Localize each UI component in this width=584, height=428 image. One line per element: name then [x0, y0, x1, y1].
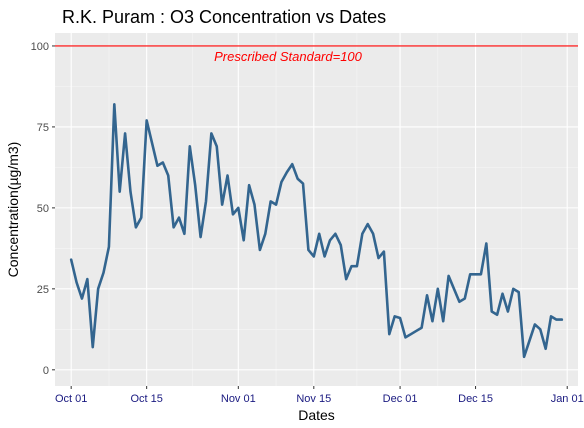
x-tick-label: Jan 01: [551, 393, 584, 405]
y-tick-label: 25: [37, 284, 49, 296]
y-tick-label: 75: [37, 122, 49, 134]
x-tick-label: Dec 15: [458, 393, 493, 405]
prescribed-standard-label: Prescribed Standard=100: [214, 49, 363, 64]
y-tick-label: 100: [31, 41, 49, 53]
chart-title: R.K. Puram : O3 Concentration vs Dates: [62, 7, 386, 27]
x-tick-label: Nov 01: [221, 393, 256, 405]
x-tick-label: Oct 01: [55, 393, 87, 405]
y-axis: 0 25 50 75 100: [31, 41, 55, 377]
o3-series-line: [69, 102, 564, 359]
x-tick-label: Nov 15: [296, 393, 331, 405]
y-tick-label: 50: [37, 203, 49, 215]
y-axis-title: Concentration(µg/m3): [5, 142, 21, 278]
reference-layer: Prescribed Standard=100: [55, 45, 578, 64]
x-axis-title: Dates: [298, 407, 335, 423]
x-tick-label: Dec 01: [383, 393, 418, 405]
x-tick-label: Oct 15: [130, 393, 162, 405]
y-tick-label: 0: [43, 365, 49, 377]
x-axis: Oct 01 Oct 15 Nov 01 Nov 15 Dec 01 Dec 15 Jan …: [55, 386, 584, 405]
